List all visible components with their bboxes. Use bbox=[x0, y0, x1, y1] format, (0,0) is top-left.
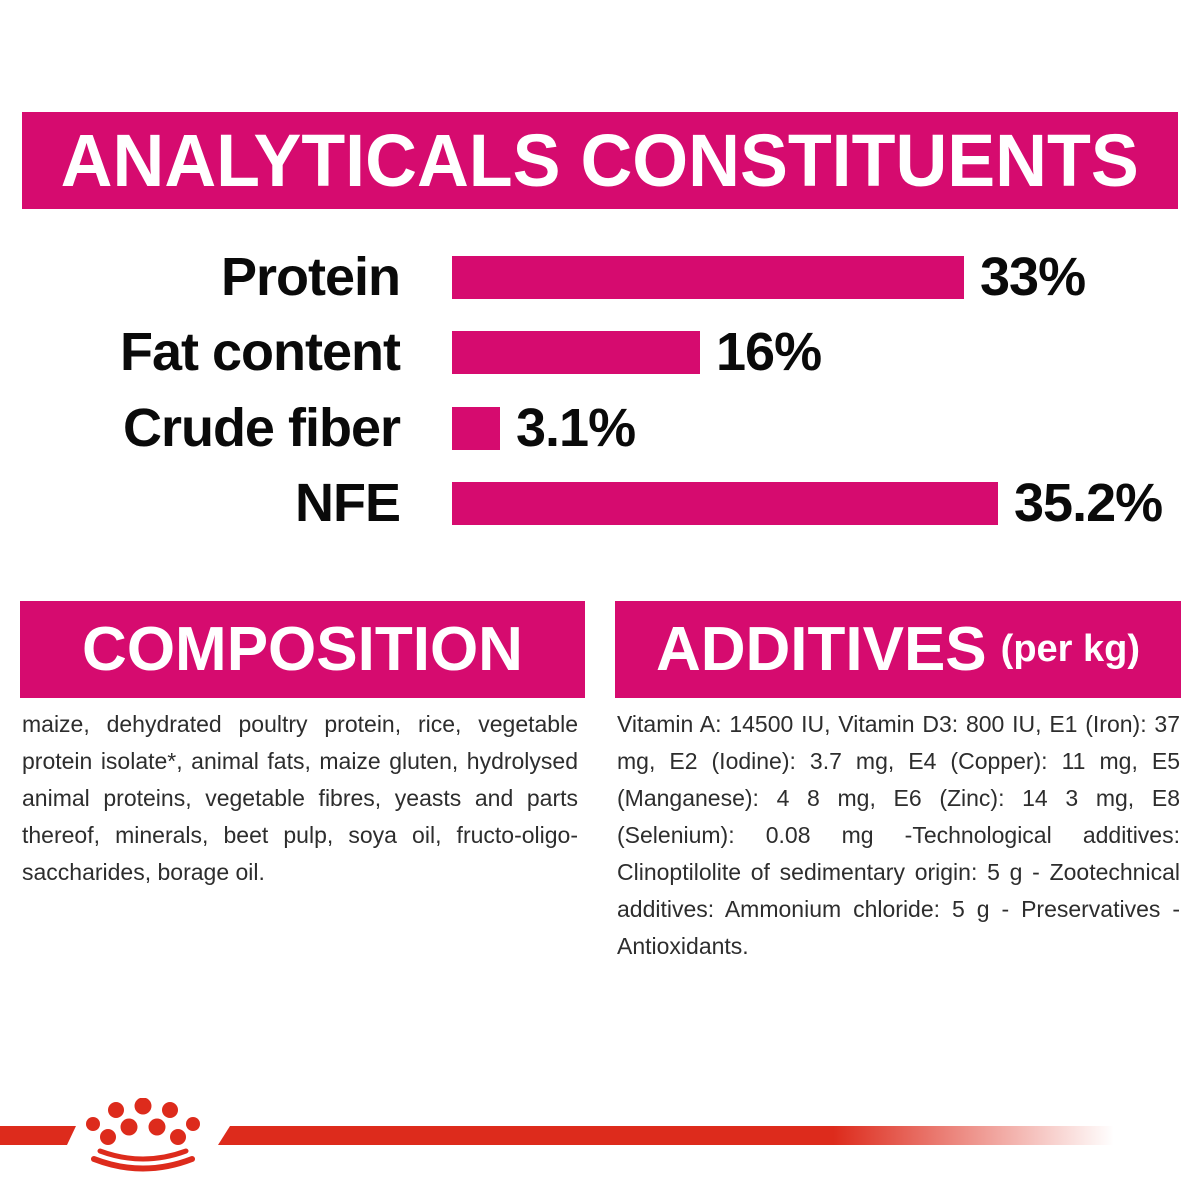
bar-protein bbox=[452, 255, 964, 299]
bar-value-label: 16% bbox=[716, 322, 822, 382]
bar-label: NFE bbox=[295, 473, 401, 533]
bar-crude-fiber bbox=[452, 406, 500, 450]
chart-row-nfe: NFE 35.2% bbox=[0, 473, 1200, 533]
bar-label: Crude fiber bbox=[122, 398, 401, 458]
bar-label: Protein bbox=[220, 247, 401, 307]
footer-rule-right bbox=[218, 1126, 1123, 1145]
chart-row-crude-fiber: Crude fiber 3.1% bbox=[0, 398, 1200, 458]
footer-rule-left bbox=[0, 1126, 76, 1145]
header-banner: ANALYTICALS CONSTITUENTS bbox=[22, 112, 1178, 209]
composition-text: maize, dehydrated poultry protein, rice,… bbox=[22, 711, 578, 885]
additives-title: ADDITIVES bbox=[655, 615, 987, 684]
bar-value-label: 33% bbox=[980, 247, 1086, 307]
royal-canin-crown-logo bbox=[86, 1098, 200, 1172]
bar-nfe bbox=[452, 481, 998, 525]
additives-text: Vitamin A: 14500 IU, Vitamin D3: 800 IU,… bbox=[617, 711, 1180, 959]
composition-banner: COMPOSITION bbox=[20, 601, 585, 698]
bar-fat-content bbox=[452, 330, 700, 374]
additives-unit-note: (per kg) bbox=[1000, 628, 1141, 670]
composition-title: COMPOSITION bbox=[82, 615, 523, 684]
bar-label: Fat content bbox=[120, 322, 401, 382]
bar-value-label: 3.1% bbox=[516, 398, 636, 458]
additives-banner: ADDITIVES (per kg) bbox=[615, 601, 1181, 698]
page-title: ANALYTICALS CONSTITUENTS bbox=[60, 119, 1140, 202]
bar-value-label: 35.2% bbox=[1014, 473, 1163, 533]
chart-row-fat-content: Fat content 16% bbox=[0, 322, 1200, 382]
chart-row-protein: Protein 33% bbox=[0, 247, 1200, 307]
